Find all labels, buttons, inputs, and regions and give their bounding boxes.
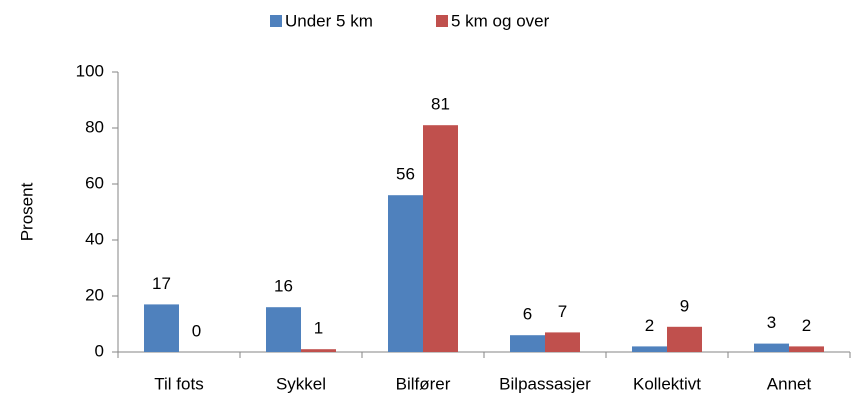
x-tick-label: Til fots (154, 374, 203, 393)
legend-swatch (436, 15, 448, 27)
y-tick-label: 100 (76, 61, 104, 80)
bar (545, 332, 580, 352)
y-tick-label: 20 (85, 285, 104, 304)
data-label: 1 (314, 319, 323, 338)
y-tick-label: 80 (85, 117, 104, 136)
bar (266, 307, 301, 352)
y-tick-label: 0 (95, 341, 104, 360)
data-label: 6 (523, 305, 532, 324)
y-tick-label: 60 (85, 173, 104, 192)
y-tick-label: 40 (85, 229, 104, 248)
bar (301, 349, 336, 352)
x-tick-label: Annet (767, 374, 812, 393)
x-tick-label: Bilfører (396, 374, 451, 393)
legend-swatch (270, 15, 282, 27)
data-label: 17 (152, 274, 171, 293)
bar (423, 125, 458, 352)
data-label: 9 (680, 296, 689, 315)
data-label: 0 (192, 321, 201, 340)
data-label: 56 (396, 165, 415, 184)
y-axis-label: Prosent (17, 182, 36, 241)
legend-label: 5 km og over (451, 11, 550, 30)
data-label: 2 (645, 316, 654, 335)
legend-label: Under 5 km (285, 11, 373, 30)
bar (632, 346, 667, 352)
bar (667, 326, 702, 352)
data-label: 16 (274, 277, 293, 296)
bar (388, 195, 423, 352)
data-label: 2 (802, 316, 811, 335)
x-tick-label: Kollektivt (633, 374, 701, 393)
bar (754, 343, 789, 352)
bar (144, 304, 179, 352)
data-label: 81 (431, 95, 450, 114)
bar (789, 346, 824, 352)
bar (510, 335, 545, 352)
x-tick-label: Bilpassasjer (499, 374, 591, 393)
data-label: 7 (558, 302, 567, 321)
x-tick-label: Sykkel (276, 374, 326, 393)
data-label: 3 (767, 313, 776, 332)
